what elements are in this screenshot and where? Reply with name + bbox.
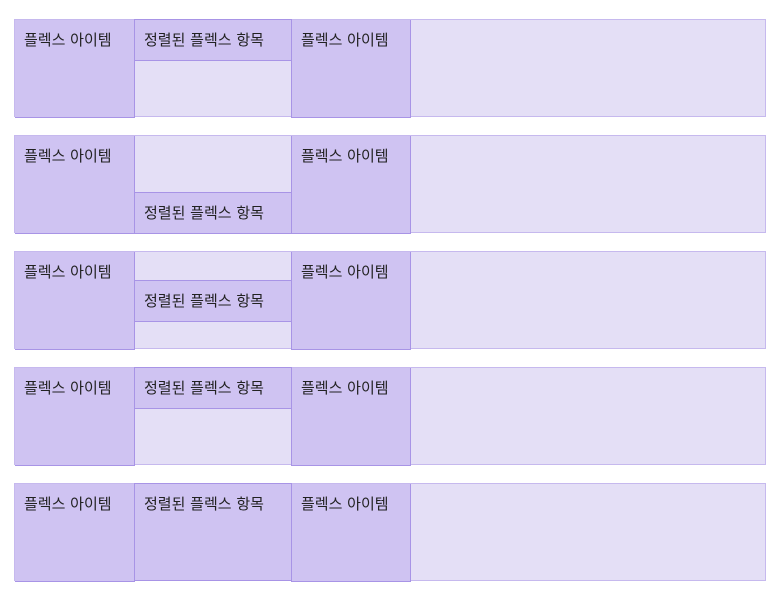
flex-item: 플렉스 아이템 [291,136,411,234]
flex-item: 플렉스 아이템 [15,20,135,118]
aligned-flex-item: 정렬된 플렉스 항목 [134,19,292,61]
aligned-flex-item: 정렬된 플렉스 항목 [134,367,292,409]
aligned-flex-item: 정렬된 플렉스 항목 [134,280,292,322]
aligned-flex-item: 정렬된 플렉스 항목 [134,192,292,234]
flex-item: 플렉스 아이템 [15,484,135,582]
aligned-flex-item: 정렬된 플렉스 항목 [134,483,292,581]
flex-item: 플렉스 아이템 [291,252,411,350]
flex-container-4: 플렉스 아이템 정렬된 플렉스 항목 플렉스 아이템 [14,367,766,466]
flex-item: 플렉스 아이템 [15,368,135,466]
flex-item: 플렉스 아이템 [15,252,135,350]
flex-container-5: 플렉스 아이템 정렬된 플렉스 항목 플렉스 아이템 [14,483,766,582]
flex-item: 플렉스 아이템 [291,20,411,118]
flex-item: 플렉스 아이템 [291,368,411,466]
flex-container-2: 플렉스 아이템 정렬된 플렉스 항목 플렉스 아이템 [14,135,766,234]
flex-item: 플렉스 아이템 [15,136,135,234]
flex-item: 플렉스 아이템 [291,484,411,582]
flex-container-1: 플렉스 아이템 정렬된 플렉스 항목 플렉스 아이템 [14,19,766,118]
flex-container-3: 플렉스 아이템 정렬된 플렉스 항목 플렉스 아이템 [14,251,766,350]
